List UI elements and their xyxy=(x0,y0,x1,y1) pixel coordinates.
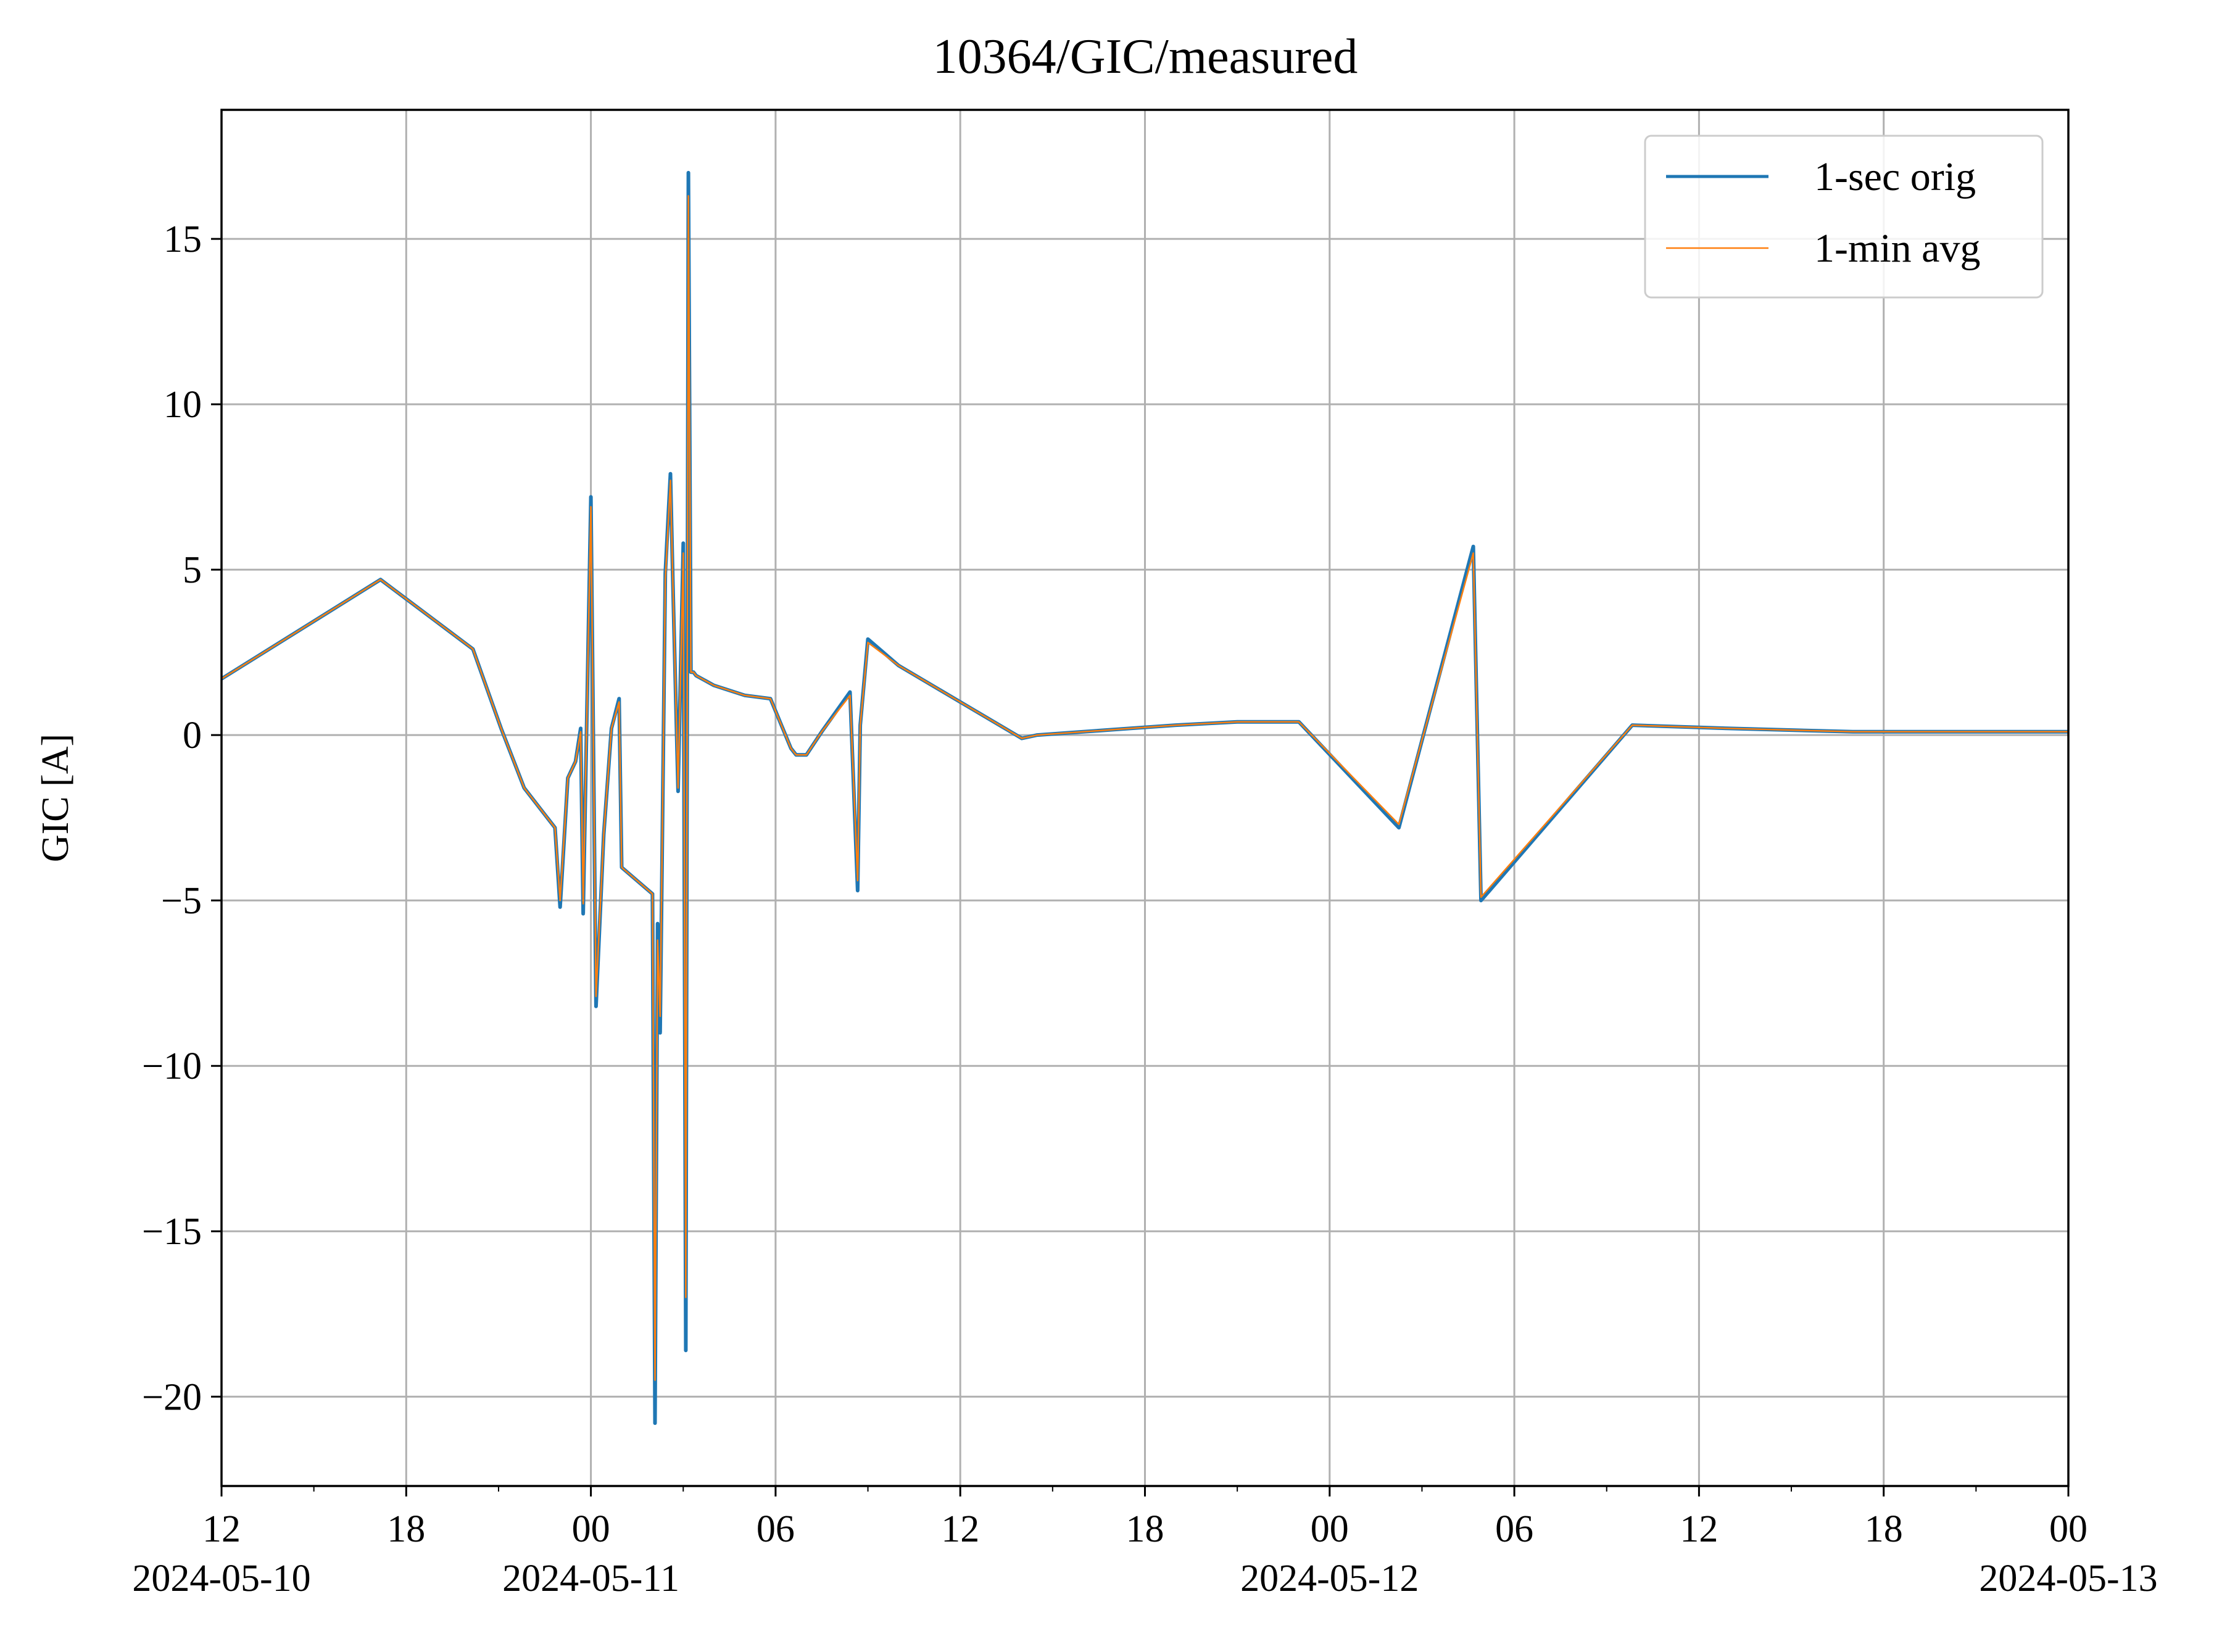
series-line-1-min-avg xyxy=(221,195,2068,1381)
x-tick-date-label: 2024-05-10 xyxy=(132,1558,310,1600)
x-tick-date-label: 2024-05-12 xyxy=(1240,1558,1419,1600)
legend: 1-sec orig 1-min avg xyxy=(1644,135,2044,299)
legend-label-1-min-avg: 1-min avg xyxy=(1814,226,1980,271)
y-axis-label: GIC [A] xyxy=(35,734,77,862)
y-tick-label: −10 xyxy=(142,1045,202,1087)
x-tick-label: 18 xyxy=(387,1508,425,1550)
legend-label-1-sec-orig: 1-sec orig xyxy=(1814,154,1976,199)
x-tick-label: 00 xyxy=(1311,1508,1349,1550)
x-tick-label: 12 xyxy=(941,1508,979,1550)
x-tick-label: 06 xyxy=(1495,1508,1533,1550)
y-tick-label: −5 xyxy=(161,880,202,922)
y-tick-label: 10 xyxy=(164,384,202,426)
x-tick-label: 18 xyxy=(1865,1508,1903,1550)
x-tick-label: 06 xyxy=(757,1508,795,1550)
y-tick-label: 0 xyxy=(183,715,202,757)
x-tick-label: 18 xyxy=(1126,1508,1164,1550)
y-tick-label: −15 xyxy=(142,1211,202,1253)
y-tick-label: −20 xyxy=(142,1376,202,1418)
y-tick-label: 15 xyxy=(164,218,202,260)
x-tick-date-label: 2024-05-13 xyxy=(1979,1558,2157,1600)
x-tick-label: 12 xyxy=(202,1508,241,1550)
x-tick-label: 00 xyxy=(2049,1508,2088,1550)
axis-ticks: 12 2024-05-10 18 00 2024-05-11 06 12 18 00 2024-0… xyxy=(132,218,2157,1600)
y-tick-label: 5 xyxy=(183,549,202,591)
plot-lines xyxy=(220,170,2068,1426)
x-tick-label: 12 xyxy=(1680,1508,1718,1550)
x-tick-date-label: 2024-05-11 xyxy=(502,1558,679,1600)
chart-title: 10364/GIC/measured xyxy=(933,30,1358,84)
x-tick-label: 00 xyxy=(572,1508,610,1550)
